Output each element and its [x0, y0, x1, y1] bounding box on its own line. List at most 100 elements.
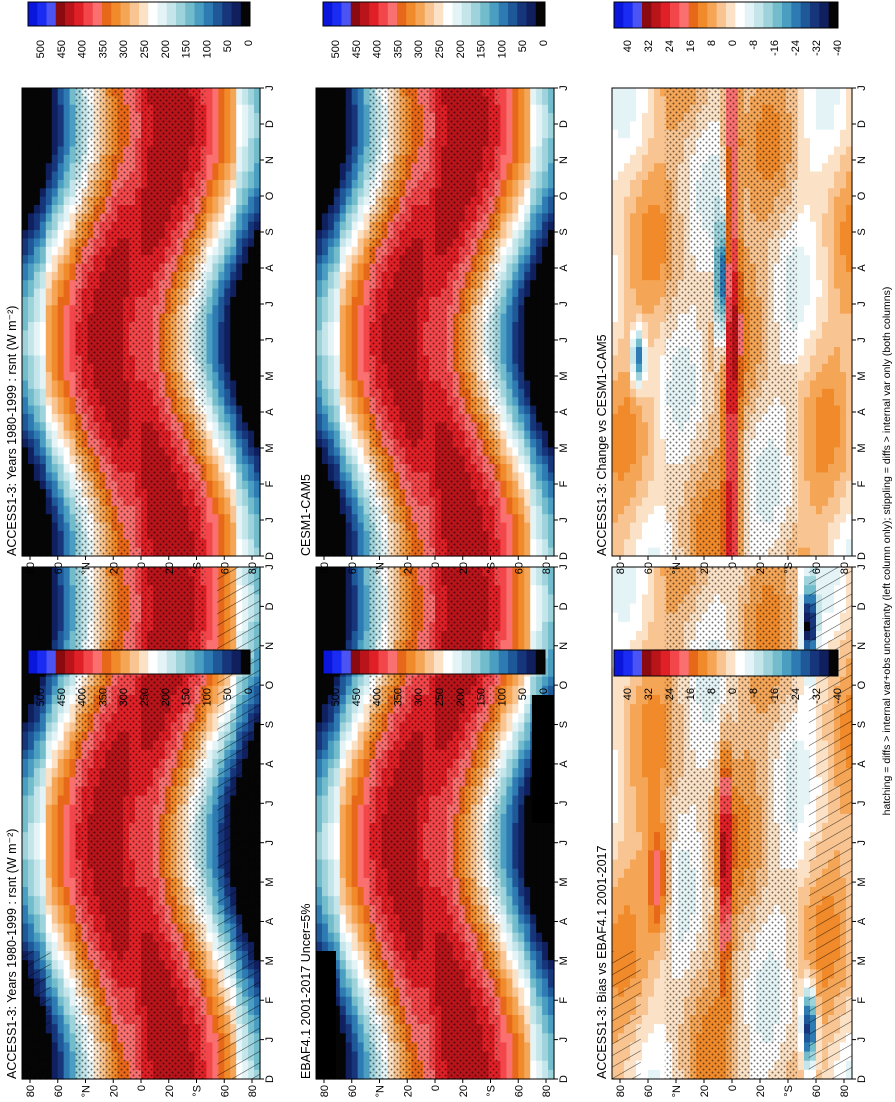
heatmap-cell	[254, 447, 261, 457]
heatmap-cell	[218, 113, 225, 123]
heatmap-cell	[22, 380, 29, 390]
heatmap-cell	[254, 213, 261, 223]
heatmap-cell	[327, 704, 335, 714]
heatmap-cell	[345, 713, 353, 724]
heatmap-cell	[27, 104, 35, 114]
heatmap-cell	[63, 951, 71, 961]
heatmap-cell	[248, 213, 255, 223]
heatmap-cell	[212, 859, 219, 870]
heatmap-cell	[51, 213, 59, 223]
heatmap-cell	[27, 246, 35, 256]
heatmap-cell	[351, 695, 359, 705]
heatmap-cell	[230, 539, 237, 549]
heatmap-cell	[51, 695, 59, 705]
heatmap-cell	[206, 313, 213, 323]
heatmap-cell	[206, 514, 213, 524]
heatmap-cell	[45, 154, 53, 164]
heatmap-cell	[206, 238, 213, 248]
heatmap-cell	[22, 280, 29, 290]
heatmap-cell	[69, 271, 77, 281]
heatmap-cell	[39, 539, 47, 549]
heatmap-cell	[33, 914, 41, 925]
heatmap-cell	[333, 804, 341, 815]
heatmap-cell	[236, 489, 243, 499]
heatmap-cell	[321, 567, 329, 577]
heatmap-cell	[45, 221, 53, 231]
heatmap-cell	[39, 576, 47, 586]
heatmap-cell	[51, 464, 59, 474]
heatmap-cell	[63, 777, 71, 788]
lat-label: °S	[192, 562, 204, 574]
heatmap-cell	[218, 146, 225, 156]
heatmap-cell	[212, 497, 219, 507]
heatmap-cell	[345, 749, 353, 760]
month-label: M	[264, 371, 276, 380]
heatmap-cell	[27, 941, 35, 952]
heatmap-cell	[212, 472, 219, 482]
heatmap-cell	[63, 447, 71, 457]
heatmap-cell	[230, 472, 237, 482]
heatmap-cell	[27, 405, 35, 415]
heatmap-cell	[63, 480, 71, 490]
heatmap-cell	[339, 603, 347, 614]
heatmap-cell	[33, 422, 41, 432]
heatmap-cell	[242, 196, 249, 206]
heatmap-cell	[206, 1051, 213, 1062]
heatmap-cell	[22, 612, 29, 623]
heatmap-cell	[248, 129, 255, 139]
heatmap-cell	[206, 804, 213, 815]
heatmap-cell	[69, 455, 77, 465]
heatmap-cell	[206, 859, 213, 870]
heatmap-cell	[206, 263, 213, 273]
heatmap-cell	[321, 877, 329, 888]
heatmap-cell	[242, 146, 249, 156]
heatmap-cell	[327, 768, 335, 778]
heatmap-cell	[39, 731, 47, 742]
heatmap-cell	[63, 640, 71, 650]
heatmap-cell	[69, 439, 77, 448]
heatmap-cell	[69, 594, 77, 605]
heatmap-cell	[212, 405, 219, 415]
heatmap-cell	[218, 472, 225, 482]
heatmap-cell	[212, 612, 219, 623]
heatmap-cell	[27, 859, 35, 870]
heatmap-cell	[57, 567, 65, 577]
heatmap-cell	[45, 397, 53, 407]
heatmap-cell	[206, 576, 213, 586]
month-label: A	[264, 760, 276, 768]
heatmap-cell	[248, 188, 255, 198]
heatmap-cell	[39, 439, 47, 448]
heatmap-cell	[27, 722, 35, 733]
heatmap-cell	[236, 163, 243, 173]
heatmap-cell	[51, 1069, 59, 1080]
heatmap-cell	[22, 347, 29, 357]
heatmap-cell	[39, 905, 47, 916]
heatmap-cell	[351, 1051, 359, 1062]
heatmap-cell	[345, 768, 353, 778]
month-label: N	[264, 156, 276, 164]
heatmap-cell	[242, 547, 249, 557]
heatmap-cell	[224, 547, 231, 557]
heatmap-cell	[351, 951, 359, 961]
heatmap-cell	[39, 355, 47, 365]
heatmap-cell	[39, 380, 47, 390]
heatmap-cell	[45, 146, 53, 156]
heatmap-cell	[206, 422, 213, 432]
heatmap-cell	[236, 121, 243, 131]
heatmap-cell	[63, 941, 71, 952]
heatmap-cell	[218, 330, 225, 340]
heatmap-cell	[51, 88, 59, 97]
heatmap-cell	[63, 887, 71, 897]
heatmap-cell	[39, 514, 47, 524]
heatmap-cell	[27, 146, 35, 156]
heatmap-cell	[57, 859, 65, 870]
heatmap-cell	[33, 480, 41, 490]
heatmap-cell	[51, 740, 59, 751]
heatmap-cell	[33, 612, 41, 623]
heatmap-cell	[63, 539, 71, 549]
heatmap-cell	[248, 96, 255, 106]
heatmap-cell	[57, 213, 65, 223]
heatmap-cell	[206, 405, 213, 415]
heatmap-cell	[248, 422, 255, 432]
heatmap-cell	[248, 255, 255, 265]
